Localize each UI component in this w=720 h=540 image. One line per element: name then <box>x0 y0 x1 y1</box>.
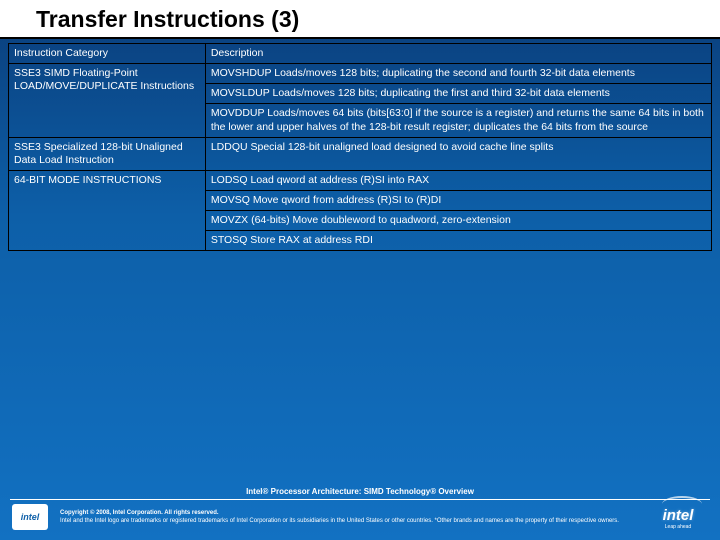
table-header-row: Instruction Category Description <box>9 44 712 64</box>
cell-stosq: STOSQ Store RAX at address RDI <box>205 231 711 251</box>
cell-movsq: MOVSQ Move qword from address (R)SI to (… <box>205 191 711 211</box>
cell-movsldup: MOVSLDUP Loads/moves 128 bits; duplicati… <box>205 84 711 104</box>
cell-movddup: MOVDDUP Loads/moves 64 bits (bits[63:0] … <box>205 104 711 137</box>
footer-copyright: Copyright © 2008, Intel Corporation. All… <box>60 510 640 526</box>
cell-movzx: MOVZX (64-bits) Move doubleword to quadw… <box>205 211 711 231</box>
cell-category-sse3-fp: SSE3 SIMD Floating-Point LOAD/MOVE/DUPLI… <box>9 64 206 138</box>
table-row: 64-BIT MODE INSTRUCTIONS LODSQ Load qwor… <box>9 170 712 190</box>
table-row: SSE3 SIMD Floating-Point LOAD/MOVE/DUPLI… <box>9 64 712 84</box>
intel-logo: intel Leap ahead <box>650 498 706 532</box>
cell-category-sse3-unaligned: SSE3 Specialized 128-bit Unaligned Data … <box>9 137 206 170</box>
instructions-table: Instruction Category Description SSE3 SI… <box>8 43 712 251</box>
header-description: Description <box>205 44 711 64</box>
footer-title: Intel® Processor Architecture: SIMD Tech… <box>0 487 720 496</box>
footer: Intel® Processor Architecture: SIMD Tech… <box>0 470 720 540</box>
table-container: Instruction Category Description SSE3 SI… <box>0 39 720 251</box>
cell-category-64bit: 64-BIT MODE INSTRUCTIONS <box>9 170 206 251</box>
page-title: Transfer Instructions (3) <box>0 0 720 39</box>
intel-swirl-icon <box>662 496 702 512</box>
header-category: Instruction Category <box>9 44 206 64</box>
copyright-line-2: Intel and the Intel logo are trademarks … <box>60 518 640 526</box>
footer-divider <box>10 499 710 500</box>
intel-tagline: Leap ahead <box>650 524 706 530</box>
table-row: SSE3 Specialized 128-bit Unaligned Data … <box>9 137 712 170</box>
intel-logo-text: intel <box>21 512 40 522</box>
cell-lddqu: LDDQU Special 128-bit unaligned load des… <box>205 137 711 170</box>
cell-movshdup: MOVSHDUP Loads/moves 128 bits; duplicati… <box>205 64 711 84</box>
cell-lodsq: LODSQ Load qword at address (R)SI into R… <box>205 170 711 190</box>
intel-software-logo: intel <box>12 504 48 530</box>
copyright-line-1: Copyright © 2008, Intel Corporation. All… <box>60 510 640 518</box>
